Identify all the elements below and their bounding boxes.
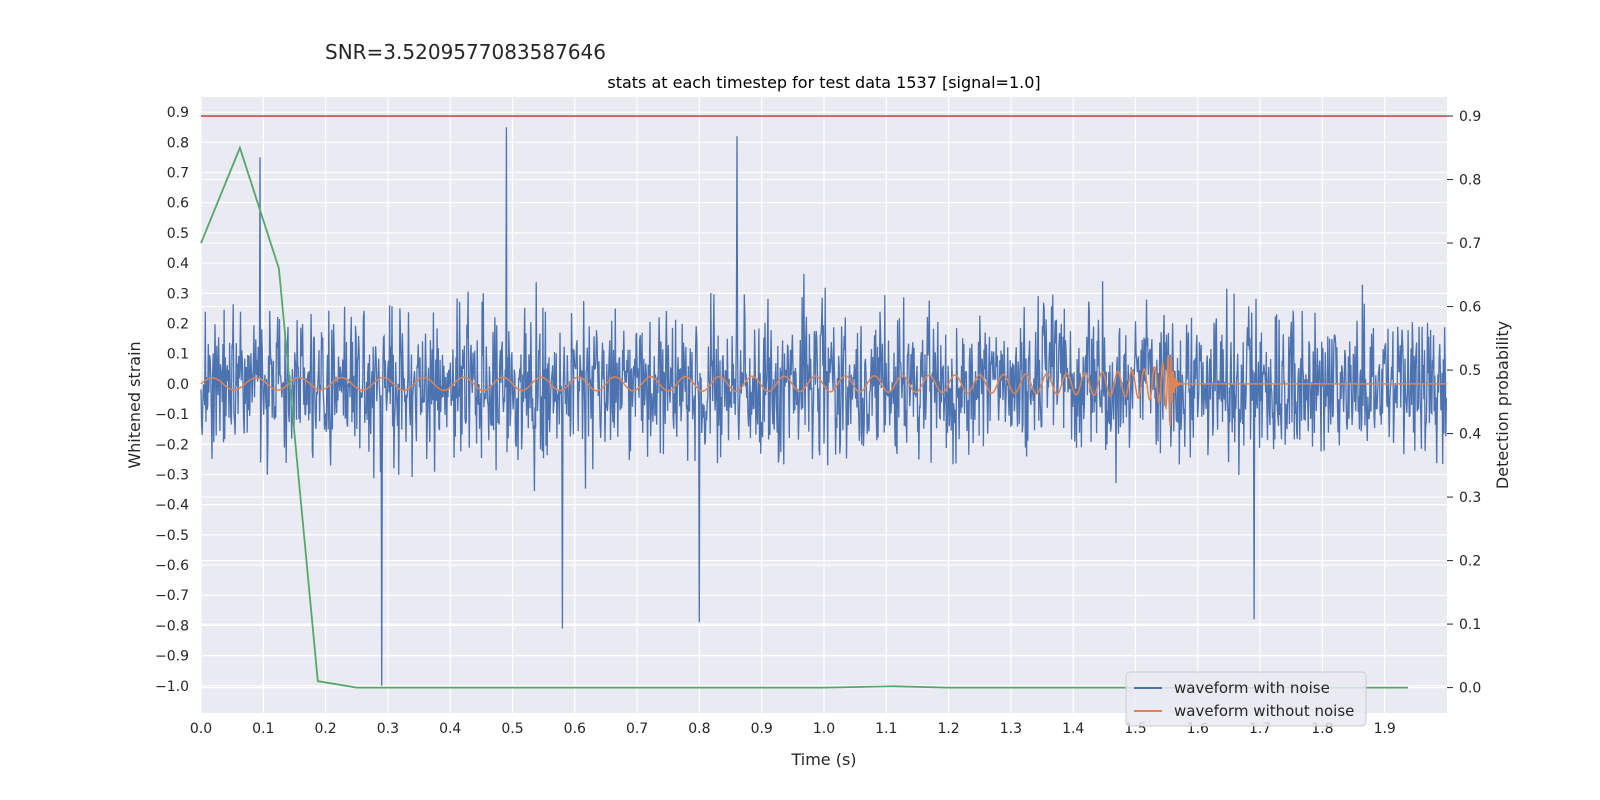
series-layer [200, 115, 1448, 689]
tick-labels: 0.0 0.1 0.2 0.3 0.4 0.5 0.6 0.7 0.8 0.9 1.0 1.1 1.2 1… [155, 105, 1481, 737]
x-axis-label: Time (s) [790, 750, 856, 769]
legend: waveform with noise waveform without noi… [1125, 671, 1367, 727]
chart-title: stats at each timestep for test data 153… [607, 73, 1040, 92]
x-tick-label: 0.9 [751, 721, 773, 737]
x-tick-label: 1.1 [875, 721, 897, 737]
y-tick-label-right: 0.9 [1459, 109, 1481, 125]
y-tick-label-left: −0.6 [155, 558, 189, 574]
series-detection-probability [200, 145, 1409, 689]
y-axis-label-left: Whitened strain [125, 341, 144, 468]
x-tick-label: 0.0 [190, 721, 212, 737]
y-tick-label-right: 0.4 [1459, 427, 1481, 443]
y-tick-label-left: −0.9 [155, 649, 189, 665]
y-tick-label-right: 0.6 [1459, 300, 1481, 316]
y-tick-label-left: −0.1 [155, 407, 189, 423]
y-tick-label-left: 0.3 [167, 286, 189, 302]
x-tick-label: 1.3 [1000, 721, 1022, 737]
y-tick-label-left: −0.8 [155, 618, 189, 634]
x-tick-label: 0.2 [314, 721, 336, 737]
y-tick-label-left: 0.9 [167, 105, 189, 121]
y-tick-label-left: −0.7 [155, 588, 189, 604]
y-tick-label-right: 0.2 [1459, 554, 1481, 570]
x-tick-label: 1.9 [1374, 721, 1396, 737]
y-tick-label-right: 0.8 [1459, 173, 1481, 189]
x-tick-label: 1.0 [813, 721, 835, 737]
x-tick-label: 0.6 [564, 721, 586, 737]
x-tick-label: 0.7 [626, 721, 648, 737]
y-tick-label-right: 0.1 [1459, 617, 1481, 633]
x-tick-label: 0.4 [439, 721, 461, 737]
y-tick-label-left: 0.8 [167, 135, 189, 151]
y-tick-label-left: −0.3 [155, 467, 189, 483]
y-tick-label-left: 0.2 [167, 316, 189, 332]
y-axis-label-right: Detection probability [1493, 321, 1512, 489]
x-tick-label: 0.8 [688, 721, 710, 737]
y-tick-label-left: −1.0 [155, 679, 189, 695]
y-tick-label-left: 0.5 [167, 226, 189, 242]
y-tick-label-right: 0.5 [1459, 363, 1481, 379]
legend-label-clean: waveform without noise [1174, 702, 1354, 720]
y-tick-label-left: 0.7 [167, 165, 189, 181]
x-tick-label: 0.1 [252, 721, 274, 737]
x-tick-label: 1.4 [1062, 721, 1084, 737]
y-tick-label-left: −0.4 [155, 498, 189, 514]
legend-label-noise: waveform with noise [1174, 679, 1330, 697]
y-tick-label-left: −0.5 [155, 528, 189, 544]
y-tick-label-left: 0.1 [167, 347, 189, 363]
y-tick-label-right: 0.0 [1459, 681, 1481, 697]
y-tick-label-right: 0.3 [1459, 490, 1481, 506]
y-tick-label-left: −0.2 [155, 437, 189, 453]
series-waveform-without-noise [200, 354, 1447, 426]
y-tick-label-right: 0.7 [1459, 236, 1481, 252]
x-tick-label: 0.5 [501, 721, 523, 737]
snr-label: SNR=3.5209577083587646 [325, 40, 606, 64]
y-tick-label-left: 0.6 [167, 196, 189, 212]
x-tick-label: 0.3 [377, 721, 399, 737]
x-tick-label: 1.2 [937, 721, 959, 737]
y-tick-label-left: 0.4 [167, 256, 189, 272]
legend-box [1125, 671, 1367, 727]
y-tick-label-left: 0.0 [167, 377, 189, 393]
